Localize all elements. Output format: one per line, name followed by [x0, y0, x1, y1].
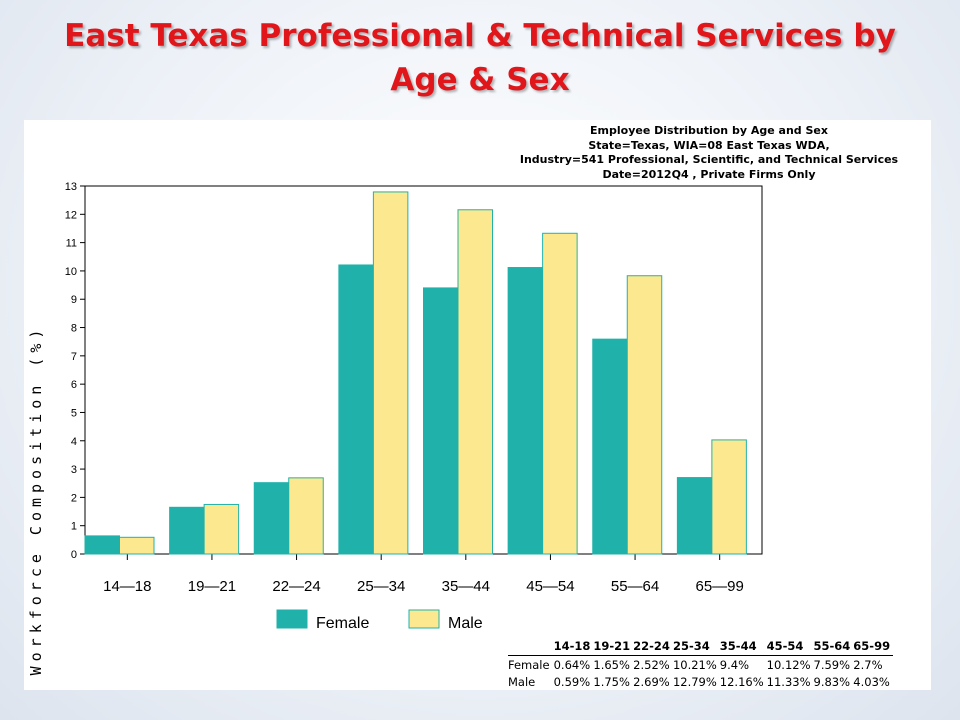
legend-label-female: Female — [316, 615, 369, 632]
summary-table: 14-18 19-21 22-24 25-34 35-44 45-54 55-6… — [508, 638, 894, 690]
bar-female-22-24 — [253, 482, 290, 555]
bars — [84, 191, 747, 555]
table-cell: 0.59% — [553, 675, 591, 689]
table-header-cell: 65-99 — [853, 638, 894, 656]
table-cell: 10.12% — [766, 658, 811, 672]
table-cell: 2.69% — [633, 675, 670, 689]
x-tick-label: 14—18 — [103, 578, 151, 595]
bar-male-45-54 — [542, 232, 578, 555]
x-tick-label: 22—24 — [272, 578, 320, 595]
table-row-label: Male — [508, 675, 536, 689]
chart-header-line-1: Employee Distribution by Age and Sex — [590, 124, 828, 137]
y-tick-label: 3 — [71, 464, 77, 476]
x-tick-label: 55—64 — [611, 578, 659, 595]
y-tick-label: 0 — [71, 549, 77, 561]
table-cell: 9.83% — [813, 675, 851, 689]
y-axis-title: Workforce Composition (%) — [27, 325, 45, 676]
table-cell: 11.33% — [766, 675, 811, 689]
bar-female-19-21 — [169, 506, 205, 555]
table-cell: 4.03% — [853, 675, 890, 689]
chart-header-line-4: Date=2012Q4 , Private Firms Only — [602, 167, 816, 181]
table-header-cell: 45-54 — [766, 638, 814, 656]
table-header-cell: 19-21 — [593, 638, 634, 656]
y-tick-label: 12 — [65, 209, 77, 221]
y-tick-label: 7 — [71, 351, 77, 363]
table-header-cell: 35-44 — [719, 638, 767, 656]
chart-panel: Workforce Composition (%) 0 1 2 3 4 5 6 7 8 9 10 11… — [24, 120, 931, 690]
table-cell: 2.52% — [633, 658, 670, 672]
y-tick-label: 6 — [71, 379, 77, 391]
chart-header-line-2: State=Texas, WIA=08 East Texas WDA, — [588, 138, 830, 152]
table-cell: 0.64% — [553, 658, 591, 672]
chart-header-line-3: Industry=541 Professional, Scientific, a… — [519, 153, 899, 166]
bar-male-22-24 — [288, 477, 324, 555]
y-tick-label: 11 — [66, 238, 77, 250]
bar-female-55-64 — [592, 338, 628, 555]
legend-swatch-female — [276, 609, 308, 629]
table-cell: 9.4% — [719, 658, 750, 672]
x-tick-label: 25—34 — [357, 578, 405, 595]
bar-male-65-99 — [711, 439, 747, 555]
y-tick-label: 4 — [71, 436, 77, 448]
legend-label-male: Male — [448, 615, 483, 632]
table-header-row: 14-18 19-21 22-24 25-34 35-44 45-54 55-6… — [508, 638, 894, 656]
table-cell: 12.79% — [672, 675, 717, 689]
y-tick-label: 13 — [65, 181, 77, 193]
table-cell: 12.16% — [719, 675, 764, 689]
bar-male-35-44 — [457, 209, 493, 555]
y-tick-label: 9 — [71, 294, 77, 306]
bar-female-25-34 — [338, 264, 374, 555]
slide-title: East Texas Professional & Technical Serv… — [0, 14, 960, 102]
bar-male-25-34 — [372, 191, 409, 555]
bar-female-35-44 — [423, 287, 459, 555]
y-tick-label: 1 — [71, 521, 77, 533]
slide-title-line-2: Age & Sex — [390, 62, 570, 98]
bar-male-14-18 — [119, 536, 155, 555]
legend-swatch-male — [408, 609, 440, 629]
table-header-cell: 25-34 — [672, 638, 720, 656]
table-cell: 2.7% — [853, 658, 883, 672]
chart-header: Employee Distribution by Age and Sex Sta… — [504, 124, 914, 182]
table-cell: 10.21% — [672, 658, 717, 672]
x-tick-label: 35—44 — [442, 578, 490, 595]
table-header-cell — [508, 638, 554, 656]
y-tick-label: 2 — [71, 492, 77, 504]
x-tick-label: 65—99 — [696, 578, 744, 595]
bar-male-55-64 — [626, 275, 663, 555]
table-cell: 7.59% — [813, 658, 851, 672]
slide-title-line-1: East Texas Professional & Technical Serv… — [64, 18, 896, 54]
bar-female-14-18 — [84, 535, 120, 555]
x-tick-label: 45—54 — [526, 578, 574, 595]
legend: Female Male — [276, 609, 483, 632]
x-tick-label: 19—21 — [188, 578, 236, 595]
table-header-cell: 22-24 — [633, 638, 673, 656]
bar-female-65-99 — [676, 477, 713, 555]
table-cell: 1.75% — [593, 675, 630, 689]
table-header-cell: 55-64 — [813, 638, 854, 656]
bar-male-19-21 — [203, 503, 240, 555]
y-axis-title-group: Workforce Composition (%) — [27, 325, 45, 676]
bar-chart: Workforce Composition (%) 01234567891011… — [27, 181, 763, 676]
table-row-label: Female — [508, 658, 550, 672]
y-tick-label: 8 — [71, 323, 77, 335]
table-header-cell: 14-18 — [553, 638, 594, 656]
y-tick-label: 10 — [65, 266, 77, 278]
y-tick-label: 5 — [71, 407, 77, 419]
table-cell: 1.65% — [593, 658, 630, 672]
table-row: Female 0.64% 1.65% 2.52% 10.21% 9.4% 10.… — [508, 656, 893, 674]
bar-female-45-54 — [507, 267, 544, 555]
table-row: Male 0.59% 1.75% 2.69% 12.79% 12.16% 11.… — [508, 673, 893, 690]
